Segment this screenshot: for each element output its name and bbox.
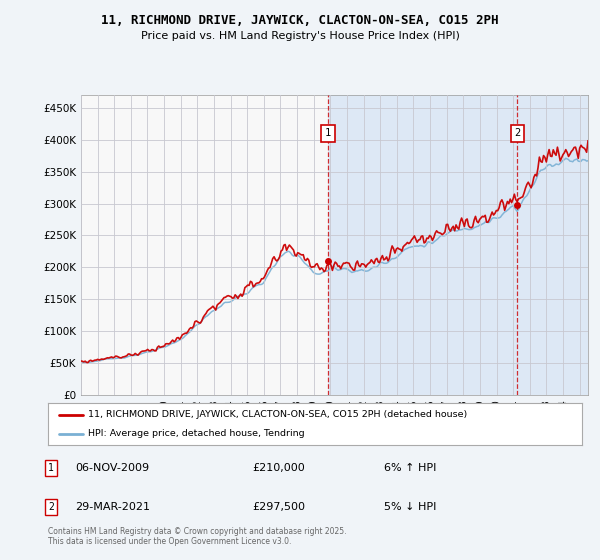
- Text: £297,500: £297,500: [252, 502, 305, 512]
- Text: £210,000: £210,000: [252, 463, 305, 473]
- Text: 6% ↑ HPI: 6% ↑ HPI: [384, 463, 436, 473]
- Text: Price paid vs. HM Land Registry's House Price Index (HPI): Price paid vs. HM Land Registry's House …: [140, 31, 460, 41]
- Text: 29-MAR-2021: 29-MAR-2021: [75, 502, 150, 512]
- Text: 5% ↓ HPI: 5% ↓ HPI: [384, 502, 436, 512]
- Text: 1: 1: [48, 463, 54, 473]
- Text: 06-NOV-2009: 06-NOV-2009: [75, 463, 149, 473]
- Text: 1: 1: [325, 128, 331, 138]
- Bar: [81, 95, 328, 395]
- Bar: [328, 95, 588, 395]
- Text: HPI: Average price, detached house, Tendring: HPI: Average price, detached house, Tend…: [88, 430, 305, 438]
- Text: Contains HM Land Registry data © Crown copyright and database right 2025.
This d: Contains HM Land Registry data © Crown c…: [48, 526, 347, 546]
- Text: 11, RICHMOND DRIVE, JAYWICK, CLACTON-ON-SEA, CO15 2PH (detached house): 11, RICHMOND DRIVE, JAYWICK, CLACTON-ON-…: [88, 410, 467, 419]
- Text: 11, RICHMOND DRIVE, JAYWICK, CLACTON-ON-SEA, CO15 2PH: 11, RICHMOND DRIVE, JAYWICK, CLACTON-ON-…: [101, 14, 499, 27]
- Text: 2: 2: [48, 502, 54, 512]
- Text: 2: 2: [514, 128, 520, 138]
